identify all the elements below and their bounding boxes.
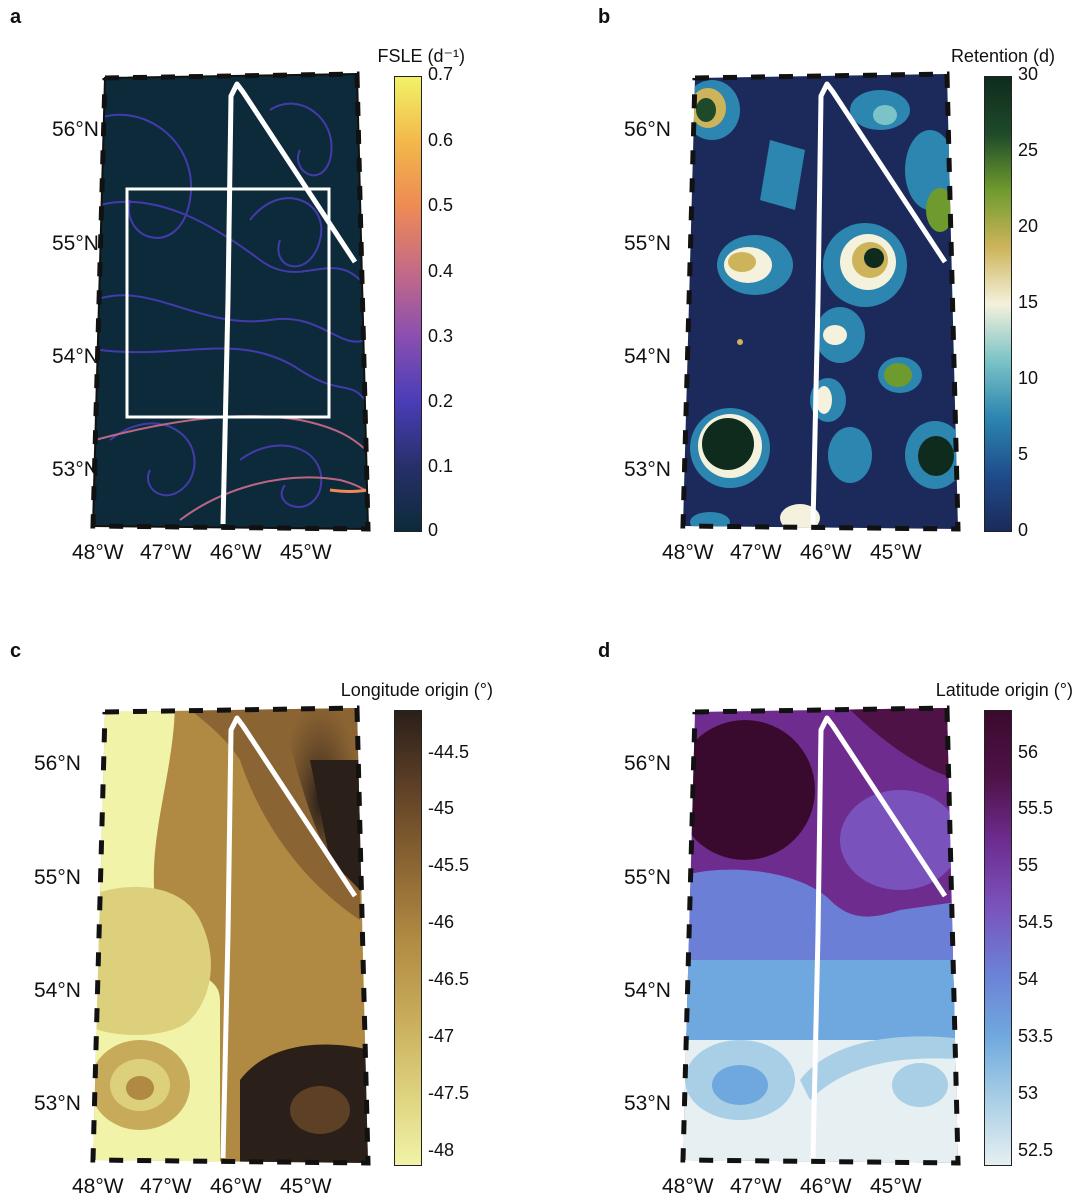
panel-label: c (10, 640, 22, 662)
colorbar-tick: 55.5 (1018, 798, 1054, 818)
lat-label: 53°N (624, 458, 671, 481)
lat-label: 54°N (52, 345, 99, 368)
colorbar-tick: 0.5 (428, 195, 454, 215)
panel-label: b (598, 6, 611, 28)
lon-label: 47°W (140, 541, 192, 564)
colorbar-tick: -46.5 (428, 969, 470, 989)
colorbar-title: Longitude origin (°) (340, 680, 493, 700)
lon-label: 46°W (210, 541, 262, 564)
lon-label: 48°W (72, 541, 124, 564)
colorbar-title: Latitude origin (°) (935, 680, 1073, 700)
colorbar-tick: 53.5 (1018, 1026, 1054, 1046)
colorbar-tick: 0 (428, 520, 439, 540)
lon-label: 48°W (662, 1175, 714, 1198)
colorbar-tick: 25 (1018, 140, 1039, 160)
colorbar (394, 76, 422, 532)
colorbar-tick: -47 (428, 1026, 455, 1046)
lat-label: 55°N (624, 866, 671, 889)
ship-track (220, 81, 358, 525)
lat-label: 55°N (34, 866, 81, 889)
fsle-max-ridge (329, 488, 368, 493)
lon-label: 48°W (72, 1175, 124, 1198)
panel-label: a (10, 6, 22, 28)
colorbar-title: FSLE (d⁻¹) (377, 46, 465, 66)
lon-label: 47°W (140, 1175, 192, 1198)
lat-label: 54°N (624, 979, 671, 1002)
lat-label: 54°N (624, 345, 671, 368)
colorbar-tick: 54.5 (1018, 912, 1054, 932)
lat-label: 56°N (52, 118, 99, 141)
colorbar-tick: 53 (1018, 1083, 1039, 1103)
colorbar-tick: 15 (1018, 292, 1039, 312)
lat-label: 56°N (34, 752, 81, 775)
colorbar-tick: 0.2 (428, 391, 454, 411)
ship-track (810, 715, 948, 1159)
colorbar-tick: 0 (1018, 520, 1029, 540)
colorbar-tick: -48 (428, 1140, 455, 1160)
colorbar-tick: 20 (1018, 216, 1039, 236)
colorbar-tick: 0.4 (428, 261, 454, 281)
ship-track (810, 81, 948, 525)
colorbar-tick: 5 (1018, 444, 1029, 464)
colorbar-tick: 0.3 (428, 326, 454, 346)
colorbar (984, 76, 1012, 532)
colorbar-tick: 55 (1018, 855, 1039, 875)
colorbar-tick: 0.1 (428, 456, 454, 476)
lon-label: 45°W (280, 541, 332, 564)
retention-eddies (684, 80, 958, 529)
lat-label: 56°N (624, 118, 671, 141)
colorbar-tick: 56 (1018, 742, 1039, 762)
lon-label: 46°W (210, 1175, 262, 1198)
lon-label: 47°W (730, 1175, 782, 1198)
colorbar-tick: 52.5 (1018, 1140, 1054, 1160)
lon-label: 45°W (870, 541, 922, 564)
lat-label: 55°N (52, 232, 99, 255)
colorbar-tick: -45.5 (428, 855, 470, 875)
lon-label: 46°W (800, 541, 852, 564)
colorbar-tick: -45 (428, 798, 455, 818)
lon-label: 48°W (662, 541, 714, 564)
panel-label: d (598, 640, 611, 662)
colorbar-tick: 30 (1018, 64, 1039, 84)
lon-label: 45°W (870, 1175, 922, 1198)
colorbar-tick: -46 (428, 912, 455, 932)
colorbar-tick: -47.5 (428, 1083, 470, 1103)
lon-label: 45°W (280, 1175, 332, 1198)
colorbar-tick: 0.7 (428, 64, 454, 84)
lon-label: 47°W (730, 541, 782, 564)
colorbar-tick: 10 (1018, 368, 1039, 388)
colorbar-tick: 0.6 (428, 130, 454, 150)
lat-label: 53°N (624, 1092, 671, 1115)
colorbar (984, 710, 1012, 1166)
ship-track (220, 715, 358, 1159)
colorbar (394, 710, 422, 1166)
lat-label: 53°N (34, 1092, 81, 1115)
colorbar-tick: -44.5 (428, 742, 470, 762)
lat-label: 55°N (624, 232, 671, 255)
lon-label: 46°W (800, 1175, 852, 1198)
lat-label: 56°N (624, 752, 671, 775)
colorbar-tick: 54 (1018, 969, 1039, 989)
lat-label: 53°N (52, 458, 99, 481)
lat-label: 54°N (34, 979, 81, 1002)
colorbar-title: Retention (d) (950, 46, 1055, 66)
